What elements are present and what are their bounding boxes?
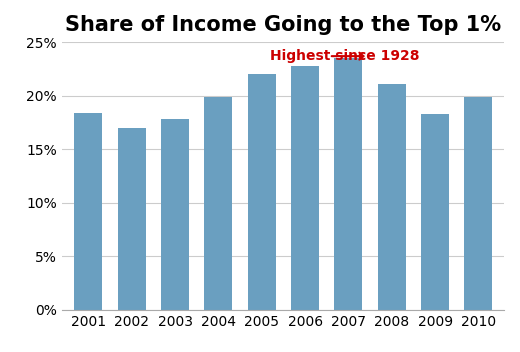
Bar: [248, 74, 276, 310]
Bar: [464, 97, 492, 310]
Bar: [378, 84, 406, 310]
Bar: [74, 113, 102, 310]
Bar: [334, 58, 362, 310]
Bar: [291, 66, 319, 310]
Bar: [118, 128, 146, 310]
Title: Share of Income Going to the Top 1%: Share of Income Going to the Top 1%: [66, 15, 501, 35]
Text: Highest since 1928: Highest since 1928: [270, 49, 420, 63]
Bar: [421, 114, 449, 310]
Bar: [161, 119, 189, 310]
Bar: [204, 97, 232, 310]
